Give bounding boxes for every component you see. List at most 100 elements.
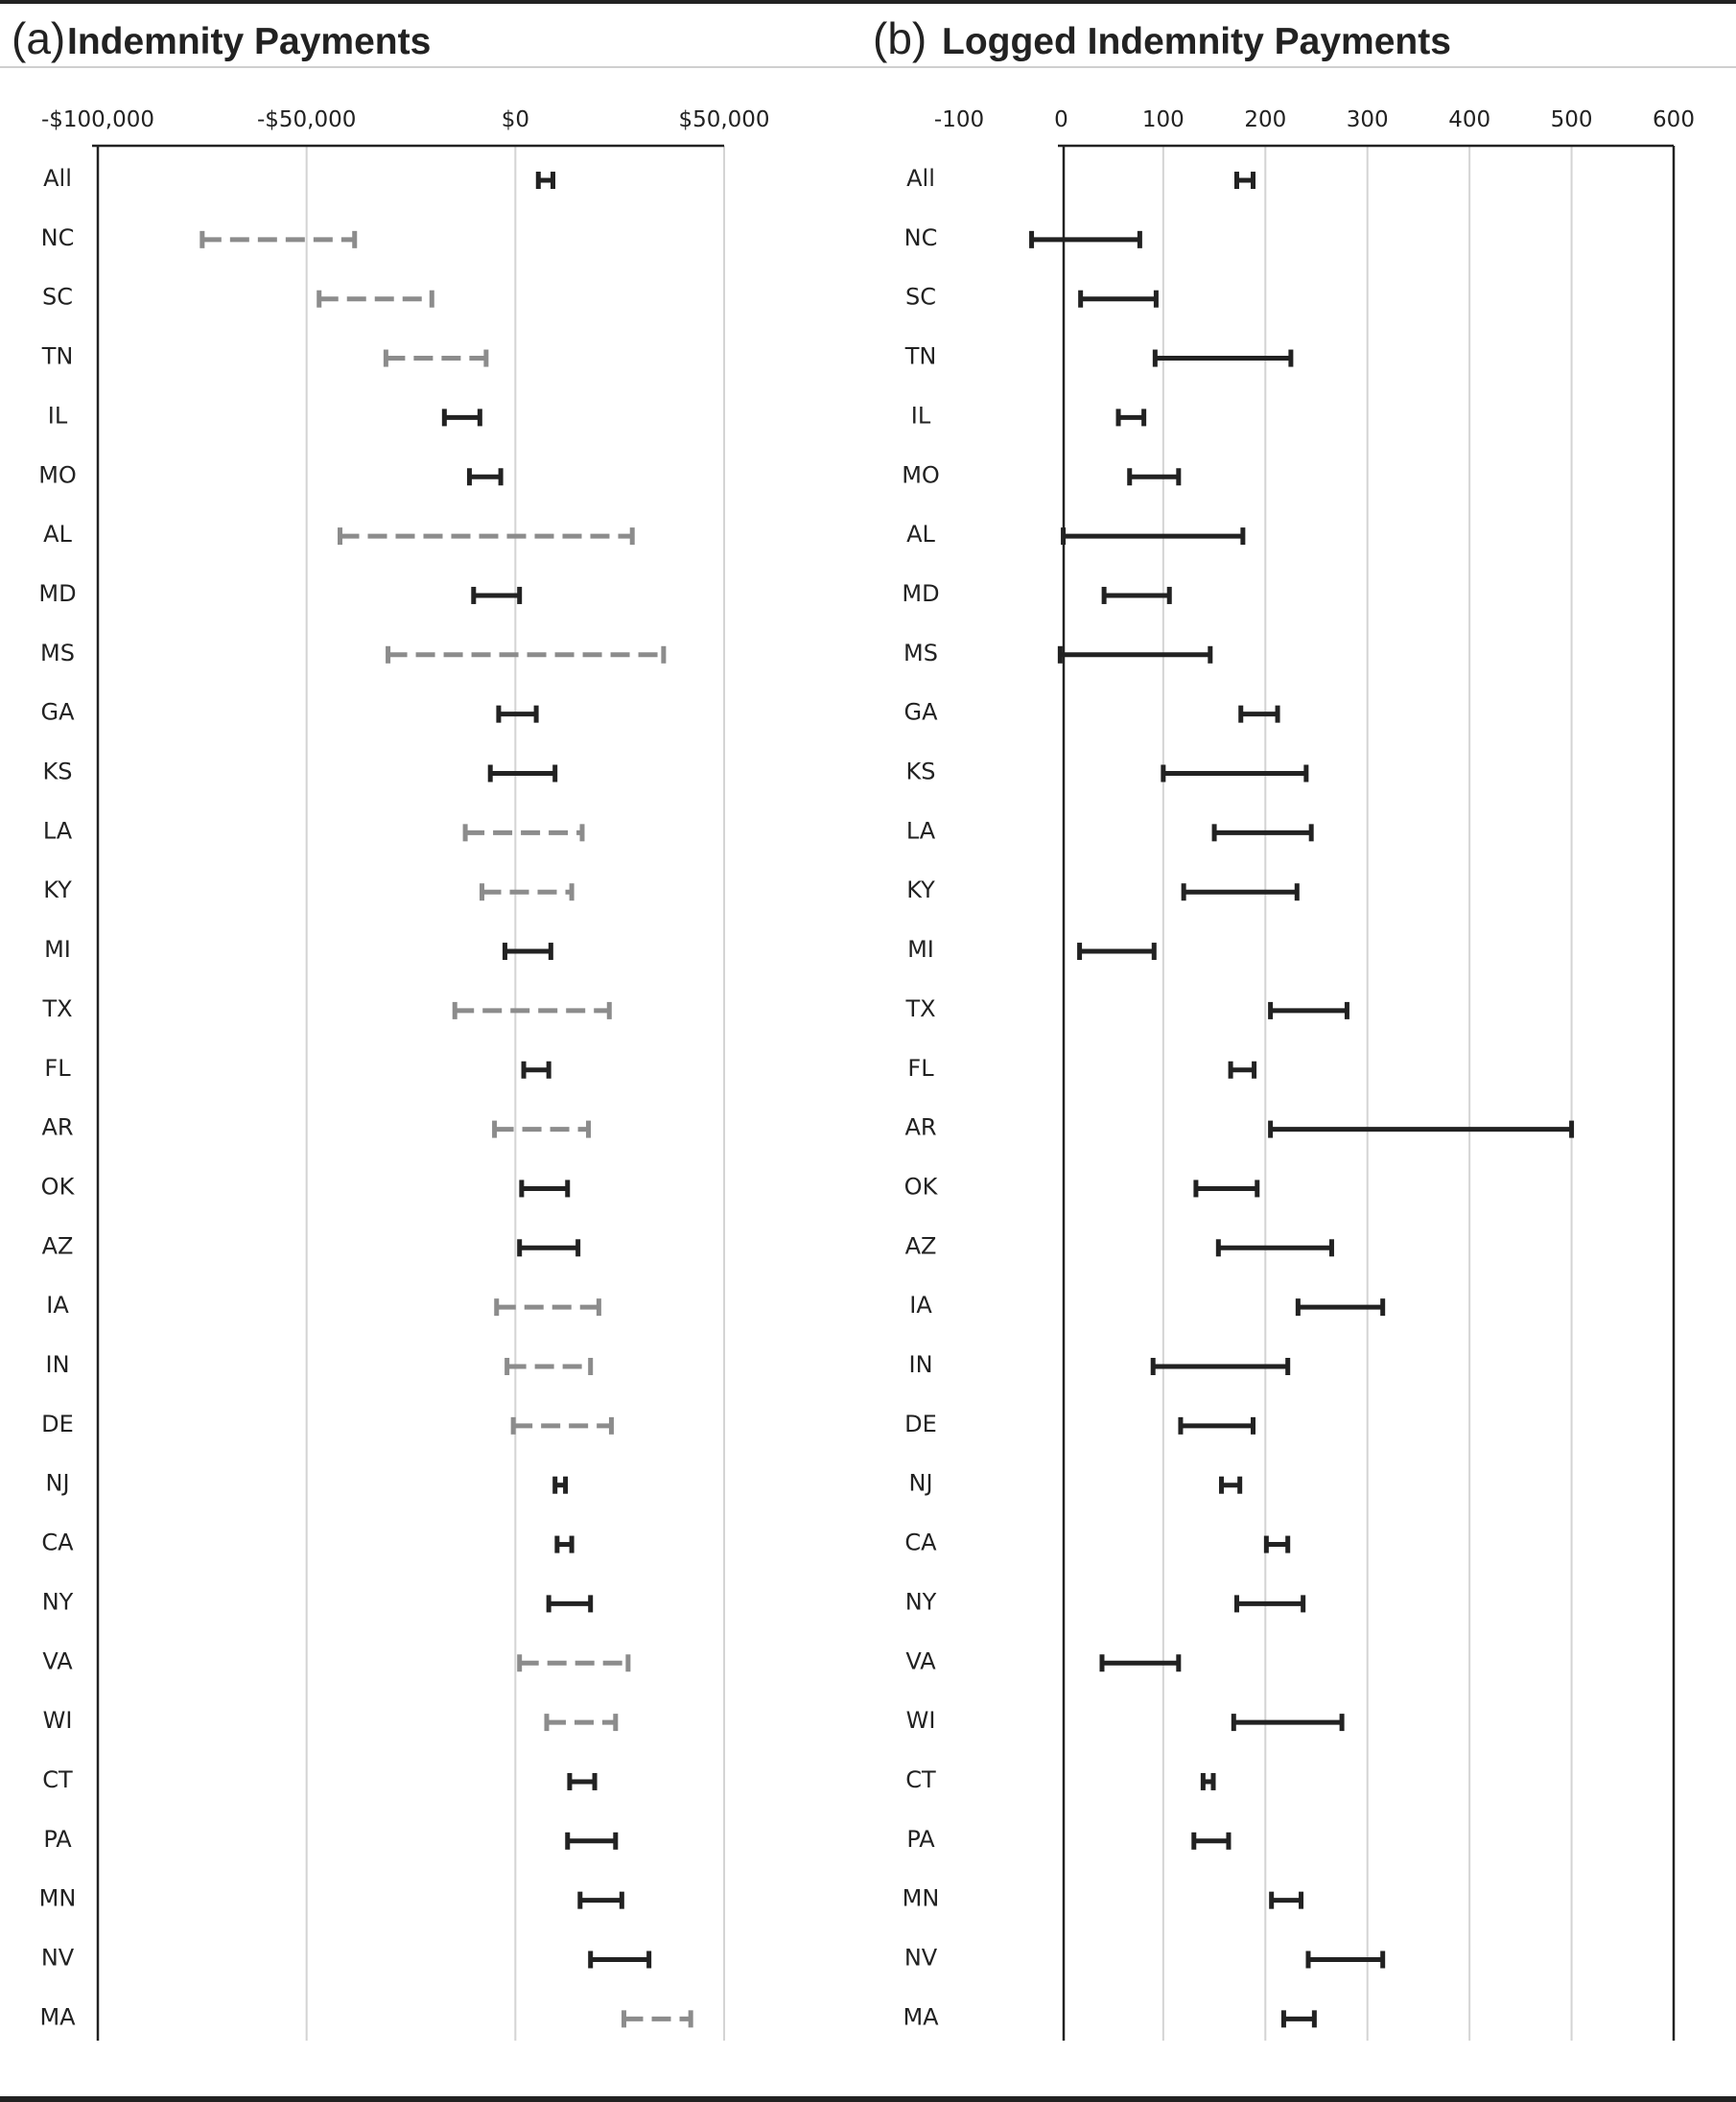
- category-label: NY: [42, 1588, 74, 1615]
- category-label: OK: [41, 1173, 76, 1200]
- interval-ok: [1193, 1179, 1260, 1198]
- category-label: IN: [908, 1351, 932, 1378]
- interval-nj: [1219, 1476, 1243, 1494]
- category-label: KY: [906, 876, 935, 903]
- interval-va: [517, 1654, 631, 1672]
- category-label: TN: [904, 343, 937, 370]
- interval-mn: [1269, 1891, 1304, 1909]
- category-label: DE: [41, 1411, 74, 1437]
- category-label: GA: [40, 699, 75, 726]
- interval-ar: [492, 1120, 592, 1138]
- category-label: MI: [907, 936, 934, 963]
- interval-in: [504, 1358, 594, 1375]
- x-tick-label: 100: [1142, 107, 1185, 132]
- interval-la: [462, 824, 585, 842]
- x-tick-label: 500: [1551, 107, 1593, 132]
- category-label: DE: [904, 1411, 937, 1437]
- category-label: AL: [906, 521, 935, 548]
- interval-mo: [466, 468, 504, 486]
- category-label: MN: [39, 1885, 77, 1912]
- category-label: All: [906, 165, 935, 192]
- category-label: SC: [42, 284, 73, 311]
- bottom-rule: [0, 2096, 1736, 2102]
- category-label: PA: [906, 1826, 935, 1853]
- interval-sc: [317, 290, 434, 308]
- panel-title: Indemnity Payments: [67, 21, 431, 62]
- category-label: MI: [44, 936, 71, 963]
- category-label: CT: [905, 1766, 936, 1793]
- panel-title: Logged Indemnity Payments: [942, 21, 1451, 62]
- category-label: CA: [41, 1530, 74, 1556]
- category-label: MA: [903, 2003, 939, 2030]
- category-label: PA: [43, 1826, 72, 1853]
- interval-ia: [1295, 1298, 1386, 1317]
- category-label: WI: [906, 1707, 936, 1734]
- interval-ca: [554, 1535, 575, 1553]
- category-label: IA: [46, 1292, 69, 1319]
- interval-az: [1215, 1239, 1334, 1257]
- interval-mn: [577, 1891, 624, 1909]
- category-label: WI: [43, 1707, 73, 1734]
- category-label: MS: [903, 640, 938, 666]
- interval-al: [337, 527, 635, 546]
- category-label: TN: [41, 343, 74, 370]
- interval-in: [1150, 1358, 1291, 1375]
- category-label: CA: [904, 1530, 937, 1556]
- interval-pa: [1191, 1832, 1232, 1850]
- category-label: NV: [41, 1945, 75, 1972]
- interval-ms: [1057, 645, 1213, 664]
- interval-fl: [521, 1061, 551, 1079]
- interval-ny: [546, 1595, 594, 1613]
- interval-wi: [1231, 1714, 1345, 1732]
- interval-md: [1101, 586, 1172, 604]
- category-label: All: [43, 165, 72, 192]
- interval-ny: [1233, 1595, 1306, 1613]
- interval-wi: [544, 1714, 619, 1732]
- category-label: NV: [904, 1945, 938, 1972]
- interval-nv: [588, 1950, 652, 1969]
- category-label: FL: [44, 1055, 71, 1082]
- interval-az: [517, 1239, 581, 1257]
- x-tick-label: 600: [1653, 107, 1695, 132]
- interval-tx: [1268, 1001, 1349, 1019]
- interval-ct: [1200, 1772, 1216, 1790]
- interval-sc: [1078, 290, 1159, 308]
- category-label: NY: [905, 1588, 937, 1615]
- interval-md: [471, 586, 523, 604]
- interval-la: [1211, 824, 1314, 842]
- interval-ma: [1280, 2010, 1317, 2028]
- category-label: IN: [45, 1351, 69, 1378]
- category-label: AZ: [42, 1232, 74, 1259]
- interval-il: [1115, 409, 1147, 427]
- category-label: MA: [39, 2003, 76, 2030]
- interval-nj: [552, 1476, 569, 1494]
- interval-nv: [1305, 1950, 1386, 1969]
- panel-b: (b) Logged Indemnity Payments -100 0 100 200 3…: [873, 13, 1695, 2041]
- x-tick-label: -$50,000: [257, 107, 356, 132]
- panel-a: (a) Indemnity Payments -$100,000 -$50,000 $0…: [12, 13, 770, 2041]
- interval-tn: [1152, 349, 1294, 367]
- x-tick-label: -100: [934, 107, 984, 132]
- interval-ok: [519, 1179, 571, 1198]
- category-label: KS: [43, 759, 73, 785]
- interval-ca: [1263, 1535, 1291, 1553]
- interval-il: [441, 409, 482, 427]
- interval-tx: [452, 1001, 612, 1019]
- interval-de: [510, 1416, 614, 1435]
- category-label: VA: [42, 1647, 73, 1674]
- interval-nc: [1029, 230, 1142, 248]
- x-tick-label: 200: [1244, 107, 1286, 132]
- category-label: IL: [911, 402, 931, 429]
- category-label: NJ: [908, 1470, 932, 1497]
- category-label: MN: [903, 1885, 940, 1912]
- x-tick-label: 300: [1347, 107, 1389, 132]
- interval-ia: [494, 1298, 601, 1317]
- category-label: TX: [41, 995, 72, 1022]
- category-label: CT: [42, 1766, 73, 1793]
- category-label: AZ: [905, 1232, 937, 1259]
- interval-va: [1099, 1654, 1182, 1672]
- category-label: IA: [909, 1292, 932, 1319]
- category-label: SC: [905, 284, 936, 311]
- category-label: TX: [904, 995, 935, 1022]
- category-label: MS: [40, 640, 75, 666]
